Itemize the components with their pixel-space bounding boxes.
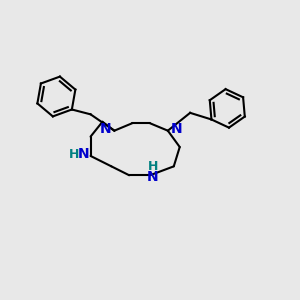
Text: H: H [69,148,80,161]
Text: N: N [147,170,159,184]
Text: N: N [77,148,89,161]
Text: N: N [170,122,182,136]
Text: H: H [148,160,158,173]
Text: N: N [100,122,112,136]
